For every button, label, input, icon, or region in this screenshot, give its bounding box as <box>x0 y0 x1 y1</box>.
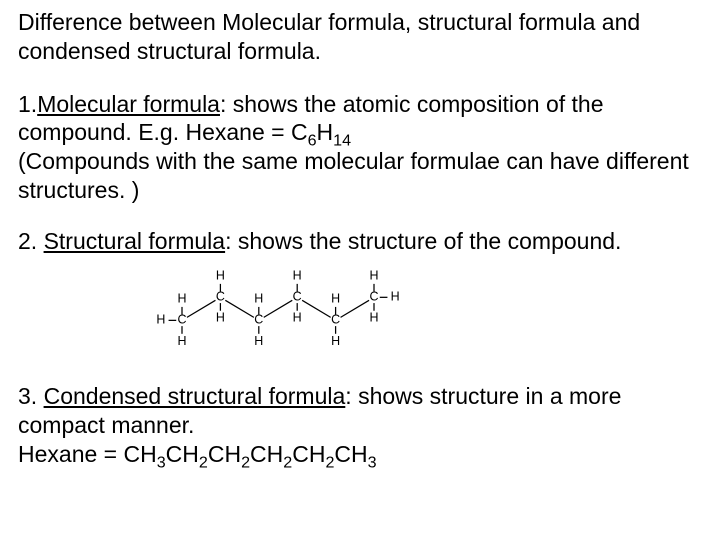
svg-text:H: H <box>331 334 340 348</box>
svg-text:H: H <box>156 313 165 327</box>
page-title: Difference between Molecular formula, st… <box>18 8 702 66</box>
m2: CH <box>208 441 241 467</box>
svg-text:C: C <box>331 313 340 327</box>
s1: 3 <box>157 453 166 471</box>
item1-note: (Compounds with the same molecular formu… <box>18 148 689 203</box>
svg-text:C: C <box>254 313 263 327</box>
item2-term: Structural formula <box>44 228 226 254</box>
svg-text:H: H <box>254 292 263 306</box>
item3-line2a: Hexane = CH <box>18 441 157 467</box>
item2-rest: : shows the structure of the compound. <box>225 228 621 254</box>
hexane-structure-svg: CHHHCHHCHHCHHCHHCHHH <box>148 257 408 353</box>
item-condensed: 3. Condensed structural formula: shows s… <box>18 382 702 468</box>
svg-text:H: H <box>293 269 302 283</box>
svg-text:H: H <box>369 311 378 325</box>
s3: 2 <box>241 453 250 471</box>
m3: CH <box>250 441 283 467</box>
item2-num: 2. <box>18 228 44 254</box>
item-molecular: 1.Molecular formula: shows the atomic co… <box>18 90 702 205</box>
svg-text:H: H <box>177 334 186 348</box>
svg-text:H: H <box>331 292 340 306</box>
item3-num: 3. <box>18 383 44 409</box>
m1: CH <box>166 441 199 467</box>
svg-text:C: C <box>293 290 302 304</box>
svg-text:C: C <box>369 290 378 304</box>
svg-text:H: H <box>369 269 378 283</box>
s6: 3 <box>368 453 377 471</box>
svg-text:H: H <box>177 292 186 306</box>
item1-term: Molecular formula <box>37 91 220 117</box>
item1-num: 1. <box>18 91 37 117</box>
item3-term: Condensed structural formula <box>44 383 346 409</box>
svg-text:H: H <box>391 290 400 304</box>
m4: CH <box>292 441 325 467</box>
structural-diagram: CHHHCHHCHHCHHCHHCHHH <box>18 257 702 360</box>
item-structural: 2. Structural formula: shows the structu… <box>18 227 702 361</box>
svg-text:C: C <box>216 290 225 304</box>
s4: 2 <box>283 453 292 471</box>
s2: 2 <box>199 453 208 471</box>
svg-text:H: H <box>293 311 302 325</box>
m5: CH <box>334 441 367 467</box>
svg-text:H: H <box>216 311 225 325</box>
svg-text:H: H <box>216 269 225 283</box>
item1-mid: H <box>317 119 334 145</box>
svg-text:C: C <box>177 313 186 327</box>
svg-text:H: H <box>254 334 263 348</box>
